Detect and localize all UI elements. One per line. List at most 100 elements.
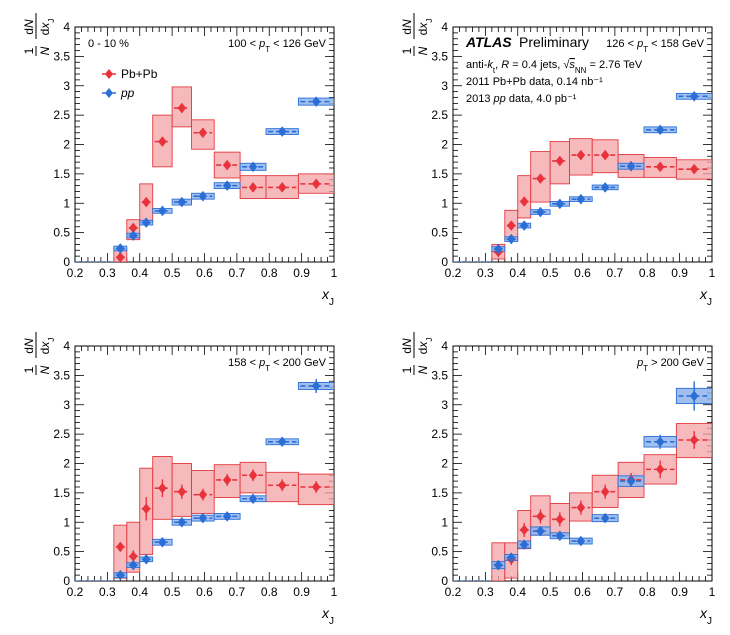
y-tick-label: 1 <box>441 196 448 210</box>
y-label-num-2: dN <box>22 338 36 354</box>
marker-pbpb <box>519 524 529 536</box>
marker-pp <box>248 493 258 505</box>
x-tick-label: 0.3 <box>477 585 494 599</box>
y-tick-label: 1 <box>63 515 70 529</box>
x-tick-label: 0.3 <box>99 266 116 280</box>
y-tick-label: 2 <box>441 138 448 152</box>
marker-pbpb <box>222 474 232 486</box>
pt-range-label: 100 < pT < 126 GeV <box>228 38 326 54</box>
y-tick-label: 4 <box>63 20 70 34</box>
x-tick-label: 1 <box>331 585 338 599</box>
info-line: anti-kt, R = 0.4 jets, √sNN = 2.76 TeV <box>466 59 643 75</box>
marker-pp <box>689 90 699 102</box>
y-label-num-2: dN <box>400 19 414 35</box>
marker-pp <box>222 180 232 192</box>
marker-pp <box>177 516 187 528</box>
y-label-den-2: dxJ <box>38 19 56 36</box>
x-tick-label: 0.4 <box>509 266 526 280</box>
y-tick-label: 2.5 <box>431 427 448 441</box>
marker-pbpb <box>158 482 167 494</box>
y-label-den-1: N <box>38 46 52 55</box>
y-tick-label: 4 <box>63 339 70 353</box>
marker-pbpb <box>248 469 258 481</box>
x-tick-label: 1 <box>709 266 716 280</box>
marker-pbpb <box>177 102 187 114</box>
x-tick-label: 0.9 <box>671 266 688 280</box>
x-tick-label: 0.9 <box>293 585 310 599</box>
y-tick-label: 1.5 <box>431 486 448 500</box>
x-axis-label: xJ <box>321 286 334 308</box>
marker-pbpb <box>555 513 565 525</box>
x-tick-label: 0.8 <box>639 266 656 280</box>
marker-pp <box>536 525 545 537</box>
panel-top-left: 0.2 0.3 0.4 0.5 0.6 0.7 0.8 0.9 1 0 0.5 1 1.5 2 2.5 3 3.… <box>22 13 338 308</box>
panel-top-right: 0.2 0.3 0.4 0.5 0.6 0.7 0.8 0.9 1 0 0.5 1 1.5 2 2.5 3 3.… <box>400 13 716 308</box>
y-tick-label: 0 <box>441 574 448 588</box>
y-tick-label: 2 <box>63 138 70 152</box>
y-label-num-2: dN <box>22 19 36 35</box>
x-tick-label: 0.2 <box>67 266 84 280</box>
marker-pbpb <box>158 136 167 147</box>
marker-pp <box>600 181 610 193</box>
x-tick-label: 0.3 <box>99 585 116 599</box>
marker-pp <box>141 553 151 565</box>
marker-pp <box>222 510 232 522</box>
marker-pbpb <box>116 251 125 262</box>
y-tick-label: 3 <box>441 398 448 412</box>
marker-pp <box>128 230 138 241</box>
y-label-num-1: 1 <box>22 47 36 54</box>
marker-pbpb <box>116 541 125 553</box>
x-tick-label: 0.8 <box>261 266 278 280</box>
marker-pbpb <box>141 196 151 208</box>
marker-pp <box>626 475 636 487</box>
atlas-label: ATLAS <box>465 34 512 50</box>
marker-pp <box>536 206 545 218</box>
legend-label-pp: pp <box>120 86 135 100</box>
pt-range-label: 126 < pT < 158 GeV <box>606 38 704 54</box>
x-tick-label: 0.6 <box>196 266 213 280</box>
marker-pp <box>506 233 516 245</box>
x-tick-label: 0.6 <box>574 585 591 599</box>
marker-pp <box>248 161 258 173</box>
y-tick-label: 2 <box>63 457 70 471</box>
x-tick-label: 0.5 <box>542 266 559 280</box>
legend-label-pbpb: Pb+Pb <box>121 67 158 81</box>
y-tick-label: 3 <box>63 398 70 412</box>
x-tick-label: 0.4 <box>509 585 526 599</box>
x-tick-label: 0.4 <box>131 266 148 280</box>
marker-pbpb <box>248 181 258 193</box>
x-tick-label: 0.9 <box>671 585 688 599</box>
y-label-den-1: N <box>38 365 52 374</box>
y-label-den-2: dxJ <box>416 338 434 355</box>
marker-pp <box>576 535 586 547</box>
y-tick-label: 1.5 <box>53 486 70 500</box>
x-tick-label: 0.6 <box>196 585 213 599</box>
x-tick-label: 0.5 <box>164 266 181 280</box>
marker-pbpb <box>689 434 699 446</box>
marker-pp <box>311 380 321 392</box>
marker-pp <box>158 205 167 217</box>
marker-pp <box>198 190 208 202</box>
marker-pbpb <box>198 127 208 139</box>
marker-pbpb <box>576 502 586 513</box>
marker-pbpb <box>689 163 699 175</box>
marker-pp <box>128 559 138 571</box>
y-label-num-1: 1 <box>400 366 414 373</box>
atlas-preliminary: Preliminary <box>519 34 589 50</box>
data-layer <box>75 378 334 581</box>
legend: Pb+Pb pp <box>102 67 158 100</box>
marker-pbpb <box>600 149 610 161</box>
marker-pp <box>177 196 187 208</box>
marker-pp <box>198 512 208 524</box>
marker-pbpb <box>506 220 516 231</box>
marker-pp <box>277 436 287 448</box>
x-axis-label: xJ <box>699 286 712 308</box>
marker-pp <box>494 559 503 571</box>
y-tick-label: 1 <box>63 196 70 210</box>
marker-pp <box>277 126 287 137</box>
y-tick-label: 3 <box>63 79 70 93</box>
y-tick-label: 3.5 <box>431 49 448 63</box>
x-tick-label: 0.5 <box>542 585 559 599</box>
